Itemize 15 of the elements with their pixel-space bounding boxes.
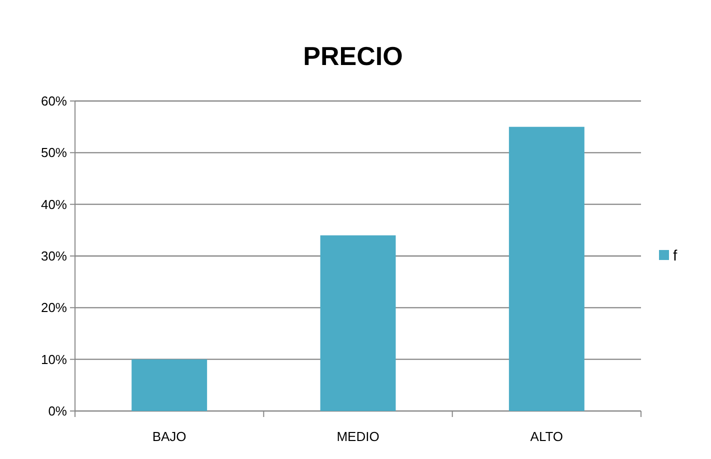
bar bbox=[320, 235, 396, 411]
x-tick-label: MEDIO bbox=[336, 429, 380, 444]
y-tick-label: 60% bbox=[40, 94, 68, 109]
chart-title: PRECIO bbox=[303, 41, 403, 71]
x-tick-label: ALTO bbox=[530, 429, 564, 444]
y-tick-label: 10% bbox=[40, 352, 68, 367]
legend-label: f bbox=[673, 247, 678, 264]
bar bbox=[508, 126, 584, 411]
y-tick-label: 0% bbox=[48, 404, 68, 419]
y-tick-label: 50% bbox=[40, 145, 68, 160]
y-tick-label: 30% bbox=[40, 248, 68, 264]
y-tick-label: 40% bbox=[40, 196, 68, 212]
y-tick-label: 20% bbox=[40, 300, 68, 316]
bar bbox=[132, 359, 208, 411]
x-tick-label: BAJO bbox=[152, 429, 186, 444]
